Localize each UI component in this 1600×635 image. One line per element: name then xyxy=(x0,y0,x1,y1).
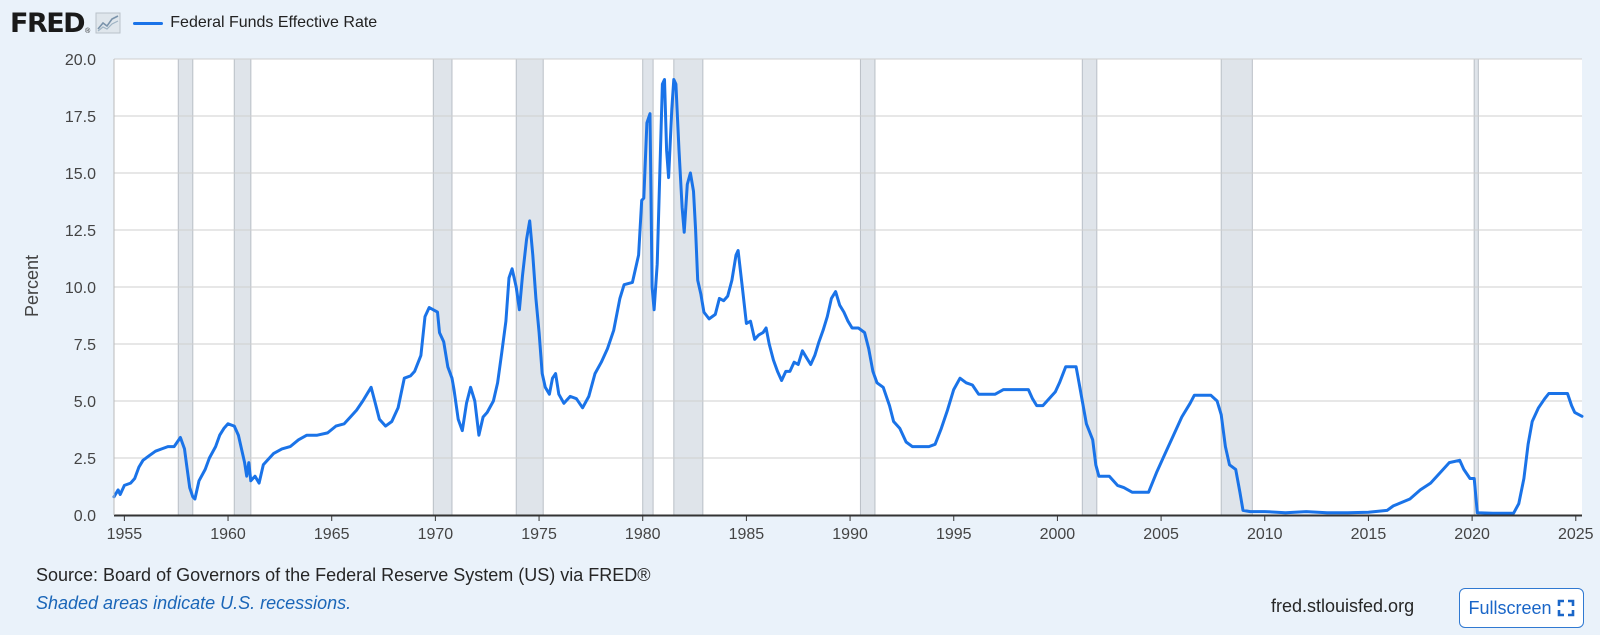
series-line xyxy=(112,78,1584,515)
fullscreen-label: Fullscreen xyxy=(1468,597,1552,618)
axes xyxy=(113,59,1582,521)
x-tick-label: 1980 xyxy=(625,526,661,543)
y-tick-label: 12.5 xyxy=(65,223,96,240)
y-tick-label: 10.0 xyxy=(65,280,96,297)
chart-header: FRED ® Federal Funds Effective Rate xyxy=(10,6,377,40)
registered-mark: ® xyxy=(85,27,91,35)
x-tick-label: 1960 xyxy=(210,526,246,543)
legend-swatch xyxy=(133,21,164,25)
y-tick-label: 20.0 xyxy=(65,52,96,69)
expand-icon xyxy=(1557,599,1574,617)
y-tick-label: 5.0 xyxy=(74,394,96,411)
x-tick-label: 1975 xyxy=(521,526,557,543)
x-tick-label: 1985 xyxy=(729,526,765,543)
series-layer xyxy=(112,78,1584,515)
y-tick-label: 0.0 xyxy=(74,508,96,525)
x-tick-label: 1970 xyxy=(418,526,454,543)
x-tick-label: 2010 xyxy=(1247,526,1283,543)
y-tick-label: 17.5 xyxy=(65,109,96,126)
chart-legend: Federal Funds Effective Rate xyxy=(133,14,377,32)
source-note: Source: Board of Governors of the Federa… xyxy=(36,565,651,585)
y-tick-label: 7.5 xyxy=(74,337,96,354)
tick-labels: 0.0 2.5 5.0 7.5 10.0 12.5 15.0 17.5 20.0 1955 1960… xyxy=(65,52,1594,543)
x-tick-label: 1990 xyxy=(832,526,868,543)
fullscreen-button[interactable]: Fullscreen xyxy=(1459,588,1584,628)
recession-note: Shaded areas indicate U.S. recessions. xyxy=(36,593,352,613)
legend-label: Federal Funds Effective Rate xyxy=(170,14,378,31)
x-tick-label: 2005 xyxy=(1143,526,1179,543)
x-tick-label: 2000 xyxy=(1040,526,1076,543)
line-chart: 0.0 2.5 5.0 7.5 10.0 12.5 15.0 17.5 20.0 1955 1960… xyxy=(22,52,1594,543)
x-tick-label: 1965 xyxy=(314,526,350,543)
line-chart-icon xyxy=(95,12,121,34)
site-url[interactable]: fred.stlouisfed.org xyxy=(1271,596,1415,616)
y-axis-label: Percent xyxy=(22,255,42,317)
y-tick-label: 15.0 xyxy=(65,166,96,183)
y-tick-label: 2.5 xyxy=(74,451,96,468)
x-tick-label: 1955 xyxy=(107,526,143,543)
x-tick-label: 2025 xyxy=(1558,526,1594,543)
fred-logo[interactable]: FRED xyxy=(10,7,86,39)
x-tick-label: 2015 xyxy=(1351,526,1387,543)
x-tick-label: 2020 xyxy=(1454,526,1490,543)
x-tick-label: 1995 xyxy=(936,526,972,543)
